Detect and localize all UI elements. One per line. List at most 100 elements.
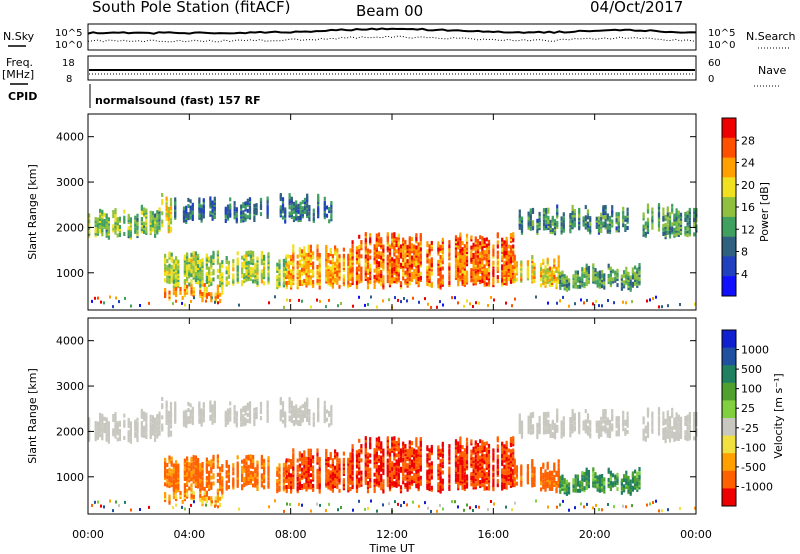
power-cell	[548, 266, 551, 271]
power-cell	[417, 242, 420, 247]
power-cell	[301, 267, 304, 272]
power-cell	[242, 216, 245, 221]
velocity-cell	[140, 414, 143, 419]
power-cell	[679, 303, 681, 306]
velocity-cell	[441, 464, 444, 469]
power-cell	[175, 262, 178, 267]
power-cell	[244, 217, 247, 222]
power-cell	[380, 237, 383, 242]
velocity-cell	[164, 470, 167, 475]
velocity-cell	[406, 453, 409, 457]
power-cell	[465, 270, 469, 275]
power-cell	[441, 266, 444, 271]
power-cell	[358, 253, 361, 258]
velocity-cell	[177, 482, 180, 486]
power-cell	[114, 210, 117, 215]
velocity-cell	[305, 456, 308, 461]
velocity-cell	[366, 489, 370, 494]
power-cell	[205, 253, 208, 258]
power-cell	[457, 255, 460, 260]
power-cell	[595, 216, 598, 221]
power-cell	[246, 200, 249, 205]
velocity-cell	[305, 477, 308, 482]
velocity-cell	[375, 458, 378, 462]
power-cell	[298, 273, 301, 278]
power-cell	[151, 211, 154, 216]
power-cell	[607, 280, 610, 285]
power-cell	[168, 263, 171, 268]
velocity-cell	[306, 397, 309, 402]
power-cell	[592, 302, 594, 306]
power-cell	[501, 239, 504, 244]
power-cell	[496, 232, 499, 237]
velocity-cell	[136, 425, 139, 430]
velocity-cell	[430, 475, 433, 480]
power-cell	[208, 272, 211, 277]
power-cell	[512, 234, 515, 239]
velocity-cell	[441, 441, 444, 446]
power-cell	[612, 269, 615, 274]
power-cell	[183, 279, 186, 284]
power-cell	[386, 254, 389, 259]
power-cell	[428, 264, 431, 269]
velocity-cell	[364, 444, 367, 449]
power-cell	[288, 201, 291, 206]
velocity-cell	[299, 420, 302, 424]
velocity-cell	[190, 467, 193, 471]
power-cell	[415, 278, 418, 283]
power-cell	[366, 277, 370, 282]
power-cell	[380, 251, 383, 256]
power-cell	[225, 256, 228, 260]
power-cell	[520, 216, 524, 221]
velocity-cell	[279, 399, 282, 404]
power-cell	[198, 199, 201, 204]
power-cell	[166, 275, 169, 280]
velocity-cell	[382, 454, 385, 459]
velocity-cell	[192, 477, 195, 482]
velocity-cell	[312, 412, 315, 417]
power-cell	[629, 275, 632, 280]
velocity-cell	[430, 461, 433, 466]
power-cell	[154, 229, 157, 234]
velocity-cell	[169, 414, 173, 419]
power-cell	[118, 218, 121, 223]
power-cell	[399, 281, 403, 286]
velocity-cell	[318, 483, 321, 488]
power-cell	[586, 225, 590, 230]
velocity-cell	[417, 450, 420, 455]
velocity-cell	[260, 463, 263, 468]
velocity-cell	[225, 486, 228, 491]
power-cell	[360, 240, 363, 244]
power-cell	[408, 281, 411, 286]
power-cell	[355, 266, 359, 271]
power-cell	[190, 258, 193, 263]
power-cell	[607, 273, 610, 278]
power-cell	[406, 267, 409, 272]
power-cell	[594, 268, 597, 273]
velocity-cell	[243, 477, 246, 481]
power-cell	[568, 282, 571, 287]
velocity-cell	[107, 439, 110, 444]
power-cell	[606, 215, 609, 220]
power-cell	[393, 244, 396, 249]
power-cell	[512, 244, 515, 249]
power-cell	[254, 265, 257, 270]
power-cell	[168, 280, 171, 285]
power-cell	[557, 259, 560, 264]
power-cell	[177, 259, 180, 264]
velocity-cell	[116, 425, 119, 430]
power-cell	[175, 266, 178, 271]
power-cell	[622, 210, 625, 215]
velocity-cell	[402, 470, 405, 475]
velocity-cell	[197, 474, 200, 479]
velocity-cell	[355, 482, 359, 487]
power-cell	[175, 293, 178, 298]
velocity-cell	[316, 452, 319, 457]
velocity-cell	[404, 444, 407, 449]
velocity-cell	[221, 494, 224, 499]
velocity-cell	[406, 471, 409, 476]
velocity-cell	[116, 421, 119, 426]
power-cell	[631, 275, 634, 280]
power-cell	[581, 283, 584, 288]
power-cell	[236, 277, 239, 282]
